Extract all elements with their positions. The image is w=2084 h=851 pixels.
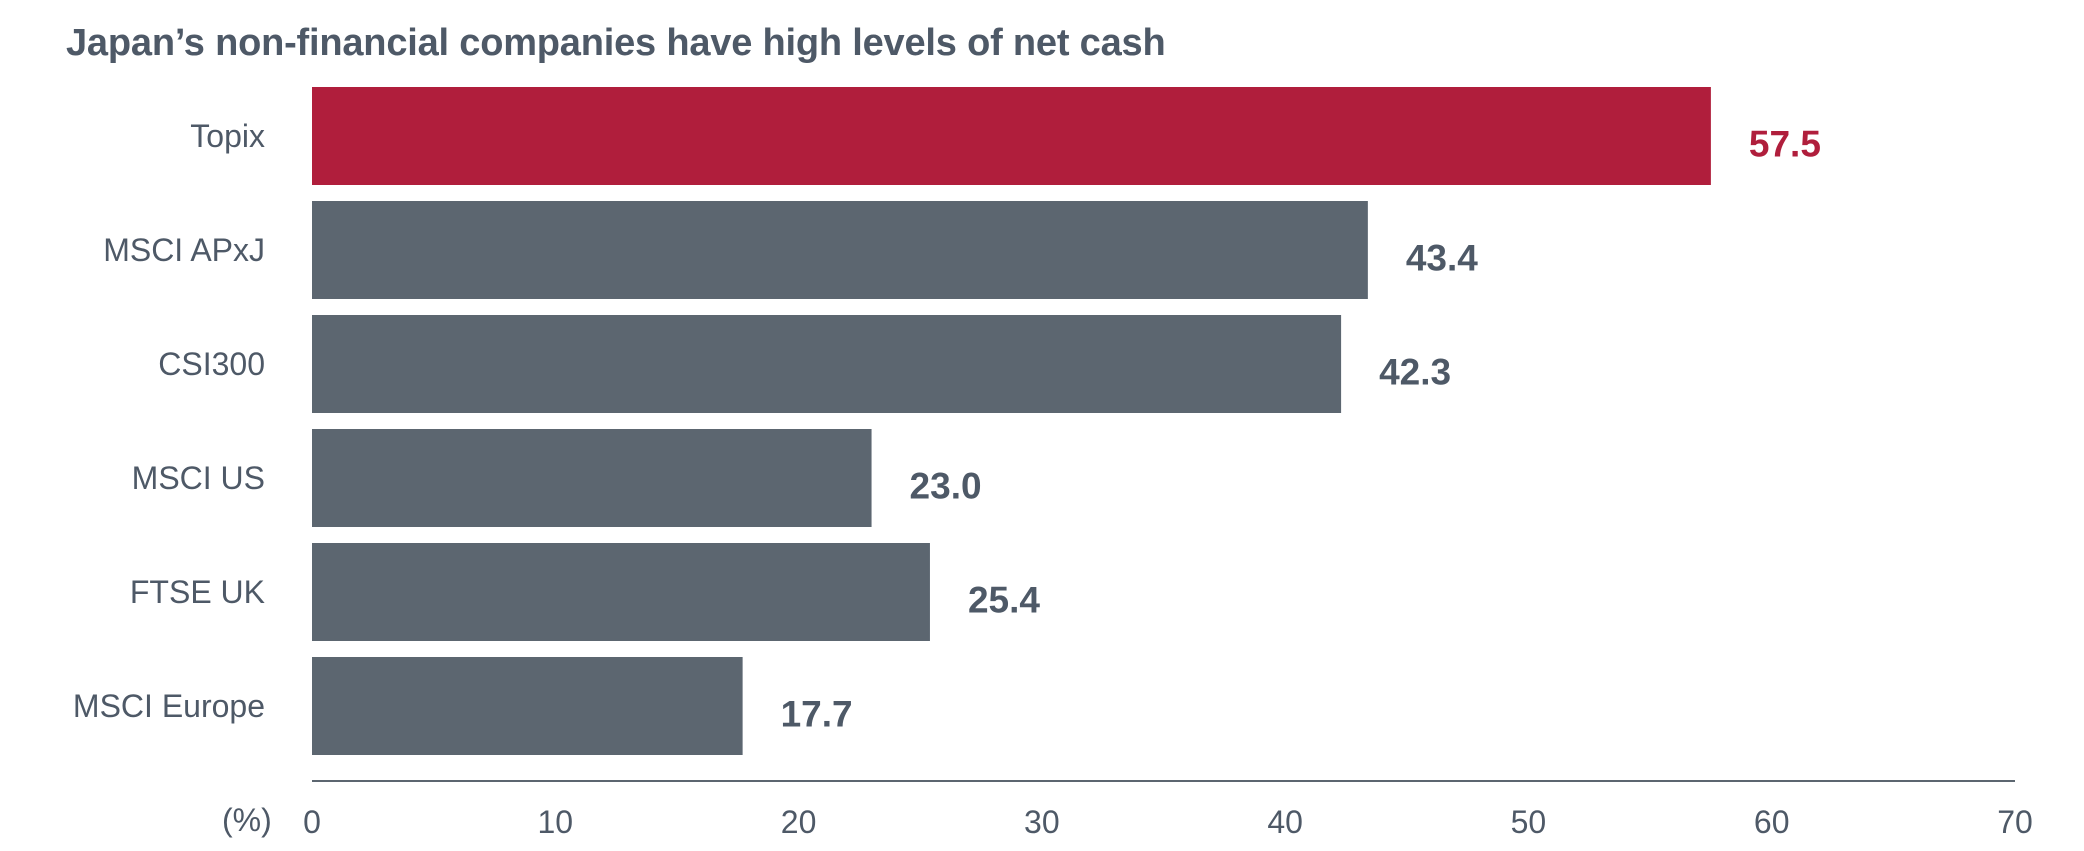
bar-csi300: [312, 315, 1342, 413]
bar-msci-apxj: [312, 201, 1368, 299]
bar-topix: [312, 87, 1711, 185]
category-label-msci-apxj: MSCI APxJ: [103, 232, 265, 268]
x-tick-label-40: 40: [1267, 804, 1303, 840]
bar-ftse-uk: [312, 543, 930, 641]
x-tick-label-70: 70: [1997, 804, 2033, 840]
x-tick-label-60: 60: [1754, 804, 1790, 840]
value-label-msci-apxj: 43.4: [1406, 238, 1478, 279]
labels-layer: Topix 57.5 MSCI APxJ 43.4 CSI300 42.3 MSCI US 2…: [73, 118, 1821, 735]
value-label-csi300: 42.3: [1379, 352, 1451, 393]
value-label-ftse-uk: 25.4: [968, 580, 1040, 621]
bar-msci-us: [312, 429, 872, 527]
bar-msci-europe: [312, 657, 743, 755]
x-tick-label-0: 0: [303, 804, 321, 840]
value-label-msci-us: 23.0: [910, 466, 982, 507]
value-label-topix: 57.5: [1749, 124, 1821, 165]
category-label-msci-us: MSCI US: [132, 460, 265, 496]
x-tick-label-20: 20: [781, 804, 817, 840]
x-tick-label-10: 10: [537, 804, 573, 840]
x-tick-label-50: 50: [1511, 804, 1547, 840]
x-tick-label-30: 30: [1024, 804, 1060, 840]
bars-layer: [312, 87, 1711, 755]
chart-title: Japan’s non-financial companies have hig…: [66, 22, 1166, 64]
x-axis-unit-label: (%): [222, 802, 272, 838]
value-label-msci-europe: 17.7: [781, 694, 853, 735]
category-label-msci-europe: MSCI Europe: [73, 688, 265, 724]
category-label-ftse-uk: FTSE UK: [130, 574, 265, 610]
category-label-topix: Topix: [190, 118, 265, 154]
category-label-csi300: CSI300: [158, 346, 265, 382]
axis-layer: 0 10 20 30 40 50 60 70 (%): [222, 780, 2033, 840]
